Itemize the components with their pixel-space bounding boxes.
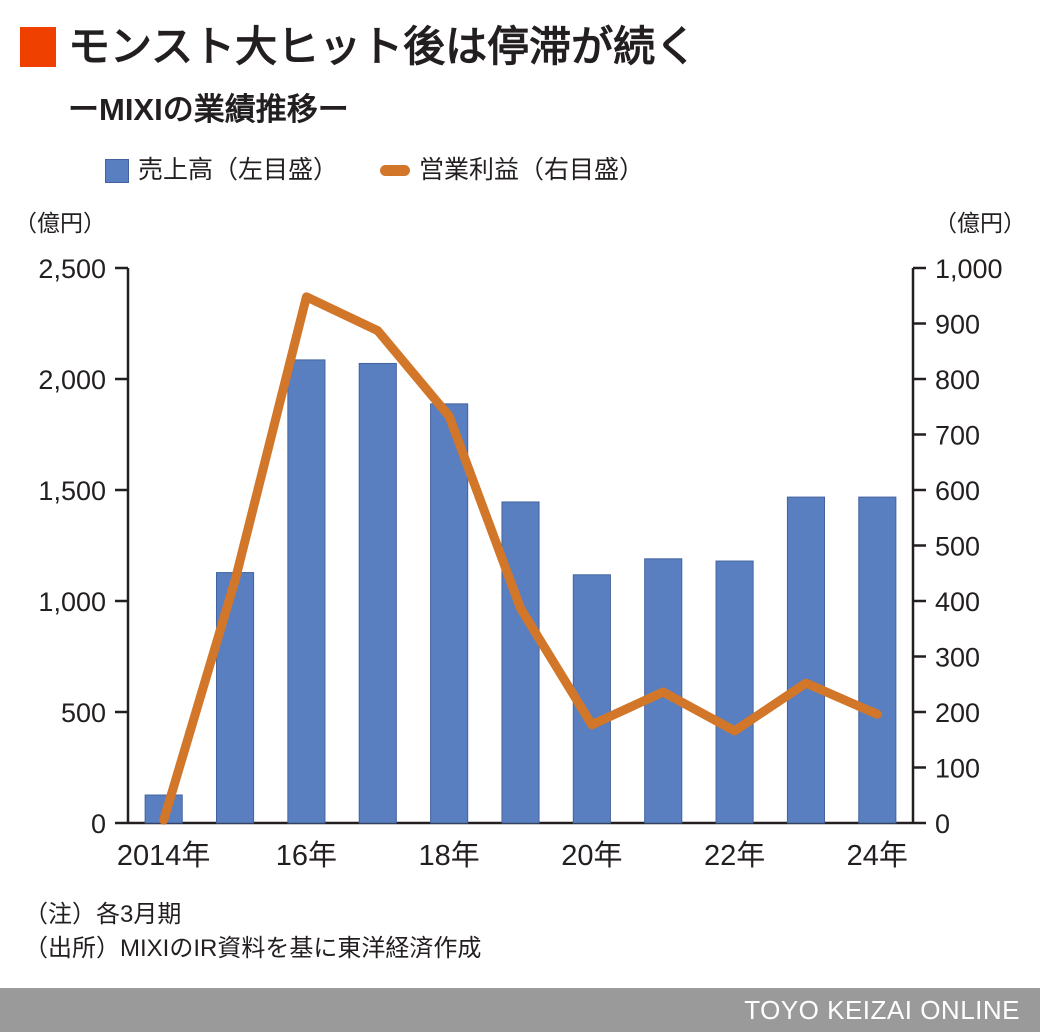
operating-profit-line <box>159 292 882 825</box>
x-axis-tick-label: 20年 <box>561 839 622 872</box>
source-line: （出所）MIXIのIR資料を基に東洋経済作成 <box>24 935 482 963</box>
bar-18年 <box>430 403 469 824</box>
left-axis-tick-label: 2,000 <box>38 365 106 395</box>
legend-bar-swatch-icon <box>105 158 129 183</box>
right-axis-tick-label: 500 <box>935 532 980 562</box>
chart-title-row: モンスト大ヒット後は停滞が続く <box>20 26 697 68</box>
right-axis-tick-label: 700 <box>935 421 980 451</box>
legend-item-operating-profit: 営業利益（右目盛） <box>380 158 644 183</box>
left-axis-tick-label: 0 <box>91 809 106 839</box>
bar-16年 <box>287 359 326 824</box>
bar-15年 <box>215 572 255 824</box>
left-axis-tick-label: 500 <box>61 698 106 728</box>
x-axis-tick-label: 24年 <box>847 839 908 872</box>
right-axis-tick-label: 800 <box>935 365 980 395</box>
bar-23年 <box>786 496 826 824</box>
legend-item-revenue: 売上高（左目盛） <box>105 158 338 183</box>
right-axis-tick-label: 100 <box>935 754 980 784</box>
bar-2014年 <box>144 794 183 824</box>
chart-legend: 売上高（左目盛） 営業利益（右目盛） <box>105 158 644 183</box>
right-axis-tick-label: 200 <box>935 698 980 728</box>
x-axis-tick-label: 22年 <box>704 839 765 872</box>
left-axis-tick-label: 2,500 <box>38 254 106 284</box>
bar-24年 <box>858 496 897 824</box>
x-axis-tick-label: 16年 <box>276 839 337 872</box>
legend-label-revenue: 売上高（左目盛） <box>138 156 339 184</box>
left-axis-unit: （億円） <box>14 210 106 236</box>
right-axis-tick-label: 0 <box>935 809 950 839</box>
bar-22年 <box>715 560 754 824</box>
note-line: （注）各3月期 <box>24 901 182 928</box>
right-axis-tick-label: 1,000 <box>935 254 1003 284</box>
left-axis-tick-label: 1,500 <box>38 476 106 506</box>
right-axis-tick-label: 300 <box>935 643 980 673</box>
footer-bar: TOYO KEIZAI ONLINE <box>0 988 1040 1032</box>
x-axis-tick-label: 2014年 <box>117 839 211 872</box>
page-title: モンスト大ヒット後は停滞が続く <box>68 23 698 70</box>
right-axis-unit: （億円） <box>934 210 1026 236</box>
left-axis-tick-label: 1,000 <box>38 587 106 617</box>
title-marker-icon <box>20 27 56 67</box>
x-axis-tick-label: 18年 <box>419 839 480 872</box>
right-axis-tick-label: 900 <box>935 310 980 340</box>
chart-notes: （注）各3月期 （出所）MIXIのIR資料を基に東洋経済作成 <box>24 898 481 966</box>
footer-brand: TOYO KEIZAI ONLINE <box>744 994 1020 1025</box>
right-axis-tick-label: 600 <box>935 476 980 506</box>
bar-17年 <box>358 362 397 824</box>
page-subtitle: ーMIXIの業績推移ー <box>68 92 349 127</box>
legend-label-operating-profit: 営業利益（右目盛） <box>419 156 645 184</box>
bar-20年 <box>572 574 611 824</box>
legend-line-swatch-icon <box>380 165 411 176</box>
bar-21年 <box>644 558 683 824</box>
bar-19年 <box>501 501 540 824</box>
right-axis-tick-label: 400 <box>935 587 980 617</box>
